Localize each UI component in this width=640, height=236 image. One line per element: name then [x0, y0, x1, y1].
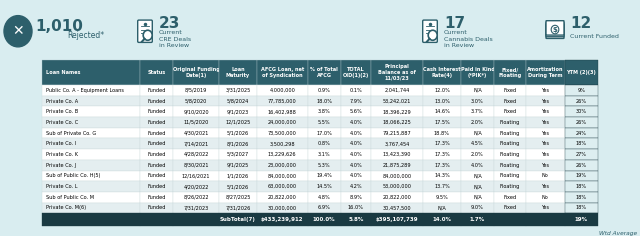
FancyBboxPatch shape: [546, 24, 564, 38]
Text: Current
Cannabis Deals
in Review: Current Cannabis Deals in Review: [444, 30, 493, 48]
Text: 17: 17: [444, 16, 465, 31]
Circle shape: [428, 30, 437, 40]
FancyBboxPatch shape: [422, 20, 437, 42]
Text: $: $: [552, 27, 557, 33]
Text: Current Funded: Current Funded: [570, 34, 619, 39]
Circle shape: [551, 25, 559, 34]
Text: Rejected*: Rejected*: [67, 31, 104, 40]
FancyBboxPatch shape: [138, 20, 152, 42]
FancyBboxPatch shape: [546, 22, 564, 37]
FancyBboxPatch shape: [546, 21, 564, 35]
Text: 1,010: 1,010: [35, 19, 83, 34]
Circle shape: [4, 16, 32, 47]
Circle shape: [143, 30, 152, 40]
Text: 12: 12: [570, 16, 591, 31]
Text: 23: 23: [159, 16, 180, 31]
Text: Current
CRE Deals
in Review: Current CRE Deals in Review: [159, 30, 191, 48]
Text: ✕: ✕: [12, 24, 24, 38]
Text: Wtd Average: Wtd Average: [598, 231, 637, 236]
